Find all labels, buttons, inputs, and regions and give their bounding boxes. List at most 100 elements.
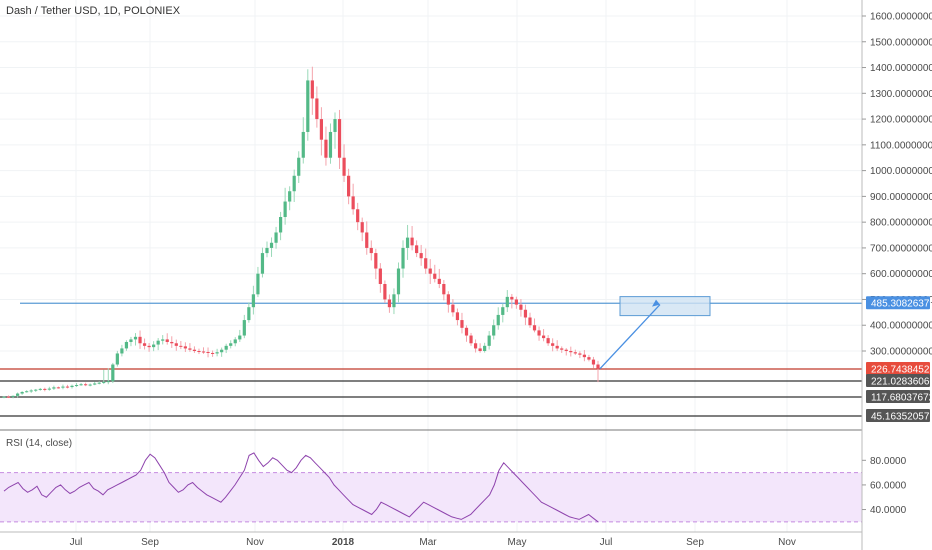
price-tag-label: 45.16352057 xyxy=(871,411,930,422)
candle-body xyxy=(183,346,187,349)
candle-body xyxy=(478,348,482,351)
candle-body xyxy=(79,384,83,386)
candle-body xyxy=(301,131,305,158)
candle-body xyxy=(238,335,242,340)
candle-body xyxy=(356,209,360,223)
rsi-tick-label: 80.0000 xyxy=(870,456,907,467)
time-tick-label: Sep xyxy=(686,537,704,548)
candle-body xyxy=(582,354,586,358)
candle-body xyxy=(392,294,396,308)
candle-body xyxy=(319,119,324,140)
candle-body xyxy=(260,253,265,274)
candle-body xyxy=(433,273,437,279)
candle-body xyxy=(532,325,537,331)
price-tag-label: 117.68037672 xyxy=(871,392,932,403)
candle-body xyxy=(52,387,56,389)
time-tick-label: 2018 xyxy=(332,537,355,548)
candlestick-series xyxy=(2,66,600,399)
rsi-band xyxy=(0,472,862,522)
candle-body xyxy=(541,335,546,339)
candle-body xyxy=(174,343,178,346)
candle-body xyxy=(106,381,110,383)
candle-body xyxy=(70,385,74,388)
candle-body xyxy=(161,339,165,341)
candle-body xyxy=(6,396,11,398)
candle-body xyxy=(551,343,555,346)
candle-body xyxy=(337,119,342,158)
candle-body xyxy=(415,245,419,254)
candle-body xyxy=(324,139,328,158)
price-tags: 485.30826379 226.74384525 221.02836066 117.… xyxy=(866,296,932,422)
candle-body xyxy=(88,384,92,386)
candle-body xyxy=(487,335,491,346)
candle-body xyxy=(501,307,505,315)
candle-body xyxy=(537,330,541,336)
candle-body xyxy=(29,390,33,392)
candle-body xyxy=(496,314,500,326)
price-tick-label: 1500.00000000 xyxy=(870,37,932,48)
candle-body xyxy=(360,222,364,233)
candle-body xyxy=(152,344,156,348)
candle-body xyxy=(455,312,460,321)
candle-body xyxy=(464,327,469,336)
candle-body xyxy=(283,201,287,217)
candle-body xyxy=(93,383,97,385)
candle-body xyxy=(564,349,568,351)
candle-body xyxy=(233,339,237,344)
candle-body xyxy=(596,364,600,369)
rsi-tick-label: 60.0000 xyxy=(870,480,907,491)
candle-body xyxy=(201,351,206,353)
candle-body xyxy=(310,80,314,99)
candle-body xyxy=(365,232,369,248)
time-tick-label: Nov xyxy=(778,537,796,548)
candle-body xyxy=(523,309,528,318)
candle-body xyxy=(555,345,559,349)
candle-body xyxy=(278,217,283,233)
candle-body xyxy=(38,388,42,390)
candle-body xyxy=(342,157,346,176)
candle-body xyxy=(229,343,233,346)
candle-body xyxy=(569,351,573,353)
candle-body xyxy=(147,345,151,348)
candle-body xyxy=(206,351,210,353)
candle-body xyxy=(247,307,251,321)
projection-drawing[interactable] xyxy=(599,296,711,370)
projection-arrow-line xyxy=(599,304,661,370)
candle-body xyxy=(288,191,292,202)
target-box xyxy=(619,296,711,317)
candle-body xyxy=(20,391,24,394)
price-tick-label: 800.00000000 xyxy=(870,218,932,229)
candle-body xyxy=(587,357,591,360)
price-tick-label: 1300.00000000 xyxy=(870,89,932,100)
candle-body xyxy=(333,119,337,132)
time-tick-label: Sep xyxy=(141,537,159,548)
candle-body xyxy=(578,353,582,355)
price-tag-label: 221.02836066 xyxy=(871,377,932,388)
candle-body xyxy=(374,253,378,269)
price-tick-label: 1400.00000000 xyxy=(870,63,932,74)
candle-body xyxy=(256,273,260,295)
horizontal-levels[interactable] xyxy=(0,302,862,417)
time-axis[interactable]: Jul Sep Nov 2018 Mar May Jul Sep Nov xyxy=(70,537,796,548)
rsi-tick-label: 40.0000 xyxy=(870,505,907,516)
price-tag xyxy=(866,296,930,310)
candle-body xyxy=(351,196,355,210)
rsi-label: RSI (14, close) xyxy=(6,438,72,449)
price-tick-label: 1200.00000000 xyxy=(870,115,932,126)
candle-body xyxy=(34,389,38,391)
price-tag xyxy=(866,408,930,422)
price-tick-label: 1600.00000000 xyxy=(870,12,932,23)
candle-body xyxy=(47,388,51,390)
candle-body xyxy=(505,296,509,308)
candle-body xyxy=(483,345,487,351)
candle-body xyxy=(591,359,596,365)
rsi-axis[interactable]: 80.0000 60.0000 40.0000 xyxy=(862,456,907,516)
candle-body xyxy=(369,247,373,254)
candle-body xyxy=(115,353,119,365)
price-tag xyxy=(866,389,930,403)
candle-body xyxy=(446,294,450,305)
candle-body xyxy=(396,268,401,295)
candle-body xyxy=(519,304,523,310)
